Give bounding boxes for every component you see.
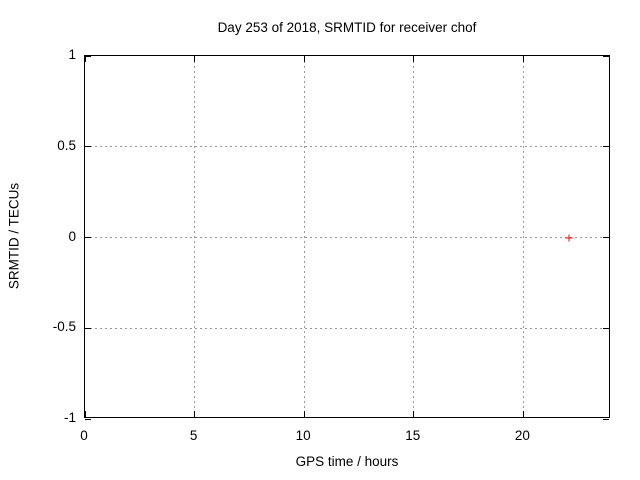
- y-tick-mark: [603, 237, 609, 238]
- x-tick-mark: [522, 411, 524, 417]
- gridline-horizontal: [85, 146, 609, 148]
- x-tick-mark: [84, 411, 86, 417]
- x-tick-mark: [194, 56, 196, 62]
- x-tick-mark: [303, 411, 305, 417]
- x-tick-mark: [522, 56, 524, 62]
- y-tick-mark: [85, 418, 91, 420]
- y-tick-mark: [85, 327, 91, 329]
- gridline-vertical: [522, 56, 524, 417]
- y-tick-label: 0.5: [57, 137, 76, 153]
- y-tick-label: 1: [68, 47, 76, 62]
- y-axis-label: SRMTID / TECUs: [6, 182, 22, 290]
- x-tick-mark: [413, 56, 415, 62]
- chart-title: Day 253 of 2018, SRMTID for receiver cho…: [217, 20, 477, 35]
- gridline-horizontal: [85, 237, 609, 238]
- y-tick-label: 0: [68, 228, 76, 244]
- y-tick-label: -1: [63, 410, 76, 425]
- plot-area: [84, 55, 610, 420]
- gridline-horizontal: [85, 327, 609, 329]
- y-tick-mark: [603, 418, 609, 420]
- x-tick-label: 10: [295, 428, 311, 443]
- y-tick-mark: [603, 146, 609, 148]
- y-tick-mark: [85, 237, 91, 238]
- x-axis-label: GPS time / hours: [295, 454, 399, 469]
- x-tick-label: 15: [405, 428, 421, 443]
- gridline-vertical: [413, 56, 415, 417]
- data-point-marker: [565, 234, 573, 241]
- x-tick-label: 5: [189, 428, 198, 443]
- x-tick-label: 20: [514, 428, 530, 443]
- y-tick-mark: [85, 55, 91, 57]
- x-tick-mark: [303, 56, 305, 62]
- y-tick-label: -0.5: [52, 319, 76, 335]
- x-tick-mark: [84, 56, 86, 62]
- gridline-vertical: [194, 56, 196, 417]
- x-tick-mark: [194, 411, 196, 417]
- y-tick-mark: [603, 55, 609, 57]
- y-tick-mark: [603, 327, 609, 329]
- gridline-vertical: [303, 56, 305, 417]
- x-tick-mark: [413, 411, 415, 417]
- x-tick-label: 0: [80, 428, 88, 443]
- y-tick-mark: [85, 146, 91, 148]
